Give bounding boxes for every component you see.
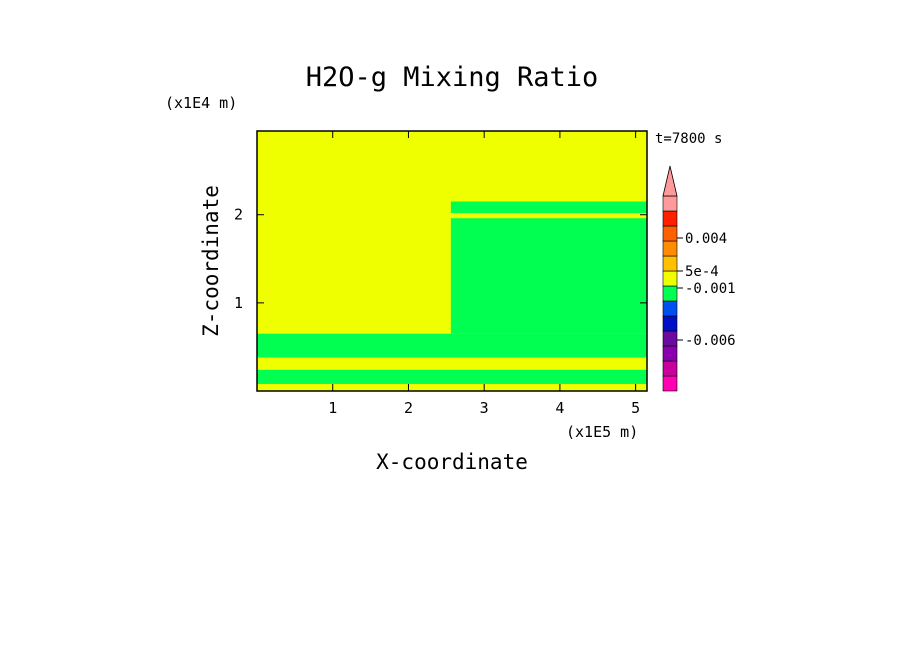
plot-frame (256, 130, 648, 392)
x-tick-label-1: 2 (404, 399, 413, 417)
time-label: t=7800 s (655, 131, 722, 147)
colorbar-swatch-1 (662, 360, 678, 377)
x-tick-label-4: 5 (631, 399, 640, 417)
colorbar-swatch-9 (662, 240, 678, 257)
x-scale-label: (x1E5 m) (566, 423, 638, 441)
colorbar-swatch-4 (662, 315, 678, 332)
y-scale-label: (x1E4 m) (165, 94, 237, 112)
colorbar-swatch-8 (662, 255, 678, 272)
colorbar-label-1: 5e-4 (685, 264, 719, 280)
colorbar-label-3: -0.006 (685, 333, 736, 349)
colorbar-swatch-2 (662, 345, 678, 362)
y-axis-ticks: 12 (234, 206, 647, 312)
y-tick-label-0: 1 (234, 294, 243, 312)
colorbar-swatch-7 (662, 270, 678, 287)
field-region-1 (450, 218, 647, 334)
x-tick-label-3: 4 (555, 399, 564, 417)
y-axis-label: Z-coordinate (199, 185, 223, 337)
colorbar-swatch-5 (662, 300, 678, 317)
colorbar-swatch-11 (662, 210, 678, 227)
y-tick-label-1: 2 (234, 206, 243, 224)
colorbar-label-0: 0.004 (685, 231, 727, 247)
chart-title: H2O-g Mixing Ratio (306, 62, 599, 93)
x-tick-label-0: 1 (328, 399, 337, 417)
colorbar-swatch-6 (662, 285, 678, 302)
colorbar-extend-arrow (662, 165, 678, 197)
colorbar-swatch-10 (662, 225, 678, 242)
x-axis-label: X-coordinate (376, 450, 528, 474)
x-axis-ticks: 1 2 3 4 5 (328, 131, 640, 417)
field-region-3 (257, 333, 647, 358)
colorbar-swatch-12 (662, 195, 678, 212)
colorbar-swatch-0 (662, 375, 678, 392)
colorbar-label-2: -0.001 (685, 281, 736, 297)
field-region-4 (257, 369, 647, 384)
colorbar: 0.004 5e-4-0.001 -0.006 (662, 165, 736, 392)
plot-area (256, 130, 648, 392)
x-tick-label-2: 3 (480, 399, 489, 417)
colorbar-swatch-3 (662, 330, 678, 347)
field-region-2 (450, 201, 647, 213)
